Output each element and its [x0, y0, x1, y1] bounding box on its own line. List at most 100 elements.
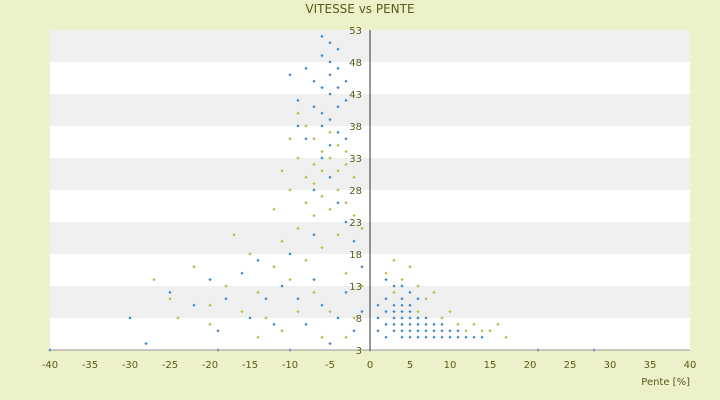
data-point-series-1	[336, 233, 340, 237]
data-point-series-2	[248, 316, 252, 320]
data-point-series-2	[288, 252, 292, 256]
data-point-series-2	[240, 271, 244, 275]
data-point-series-1	[280, 329, 284, 333]
data-point-series-1	[360, 284, 364, 288]
data-point-series-1	[312, 162, 316, 166]
x-axis-label: Pente [%]	[641, 377, 690, 388]
data-point-series-2	[376, 316, 380, 320]
y-tick-label: 33	[349, 154, 362, 165]
data-point-series-2	[400, 297, 404, 301]
data-point-series-2	[328, 60, 332, 64]
data-point-series-2	[432, 335, 436, 339]
data-point-series-2	[400, 284, 404, 288]
data-point-series-2	[336, 316, 340, 320]
data-point-series-2	[144, 342, 148, 346]
data-point-series-1	[328, 130, 332, 134]
x-tick-label: -35	[82, 360, 98, 371]
x-tick-label: -40	[42, 360, 58, 371]
x-tick-label: -15	[242, 360, 258, 371]
data-point-series-2	[328, 118, 332, 122]
data-point-series-1	[248, 252, 252, 256]
x-tick-label: 10	[444, 360, 457, 371]
data-point-series-1	[336, 188, 340, 192]
data-point-series-2	[296, 297, 300, 301]
data-point-series-2	[208, 278, 212, 282]
data-point-series-2	[432, 322, 436, 326]
data-point-series-2	[408, 316, 412, 320]
data-point-series-1	[272, 207, 276, 211]
data-point-series-2	[352, 239, 356, 243]
data-point-series-2	[320, 54, 324, 58]
data-point-series-1	[168, 297, 172, 301]
data-point-series-1	[352, 316, 356, 320]
data-point-series-1	[288, 188, 292, 192]
data-point-series-1	[224, 284, 228, 288]
data-point-series-2	[440, 322, 444, 326]
data-point-series-2	[320, 124, 324, 128]
data-point-series-2	[392, 284, 396, 288]
data-point-series-2	[400, 322, 404, 326]
data-point-series-2	[328, 41, 332, 45]
y-tick-label: 18	[349, 250, 362, 261]
data-point-series-1	[320, 246, 324, 250]
data-point-series-2	[376, 329, 380, 333]
data-point-series-1	[440, 316, 444, 320]
data-point-series-1	[352, 214, 356, 218]
data-point-series-1	[152, 278, 156, 282]
data-point-series-1	[208, 322, 212, 326]
data-point-series-2	[408, 303, 412, 307]
data-point-series-2	[336, 201, 340, 205]
data-point-series-2	[336, 47, 340, 51]
data-point-series-2	[440, 335, 444, 339]
y-tick-label: 28	[349, 186, 362, 197]
data-point-series-1	[320, 194, 324, 198]
x-tick-label: 30	[604, 360, 617, 371]
data-point-series-2	[456, 335, 460, 339]
data-point-series-2	[328, 175, 332, 179]
data-point-series-1	[328, 310, 332, 314]
data-point-series-2	[304, 66, 308, 70]
y-tick-label: 48	[349, 58, 362, 69]
data-point-series-2	[456, 329, 460, 333]
data-point-series-1	[464, 329, 468, 333]
data-point-series-2	[344, 137, 348, 141]
data-point-series-1	[488, 329, 492, 333]
data-point-series-1	[384, 271, 388, 275]
data-point-series-2	[448, 329, 452, 333]
data-point-series-2	[392, 310, 396, 314]
data-point-series-2	[272, 322, 276, 326]
data-point-series-1	[344, 162, 348, 166]
x-tick-label: -10	[282, 360, 298, 371]
y-tick-label: 38	[349, 122, 362, 133]
data-point-series-1	[344, 335, 348, 339]
data-point-series-2	[344, 220, 348, 224]
tick-labels: -40 -35 -30 -25 -20 -15 -10 -5 0 5 10 15 20 25 30 35 40 3…	[42, 26, 697, 371]
data-point-series-2	[296, 98, 300, 102]
y-tick-label: 43	[349, 90, 362, 101]
data-point-series-2	[400, 316, 404, 320]
data-point-series-2	[384, 310, 388, 314]
data-point-series-2	[384, 278, 388, 282]
data-point-series-2	[416, 329, 420, 333]
data-point-series-1	[496, 322, 500, 326]
x-tick-label: 20	[524, 360, 537, 371]
data-point-series-2	[328, 143, 332, 147]
data-point-series-2	[392, 303, 396, 307]
data-point-series-2	[408, 335, 412, 339]
data-point-series-2	[408, 329, 412, 333]
data-point-series-1	[296, 111, 300, 115]
data-point-series-2	[336, 130, 340, 134]
data-point-series-1	[456, 322, 460, 326]
data-point-series-2	[432, 329, 436, 333]
x-tick-label: -5	[325, 360, 335, 371]
x-tick-label: 40	[684, 360, 697, 371]
data-point-series-2	[344, 79, 348, 83]
data-point-series-2	[384, 297, 388, 301]
data-point-series-2	[336, 105, 340, 109]
data-point-series-2	[416, 335, 420, 339]
data-point-series-2	[320, 303, 324, 307]
data-point-series-1	[296, 310, 300, 314]
data-point-series-2	[400, 329, 404, 333]
